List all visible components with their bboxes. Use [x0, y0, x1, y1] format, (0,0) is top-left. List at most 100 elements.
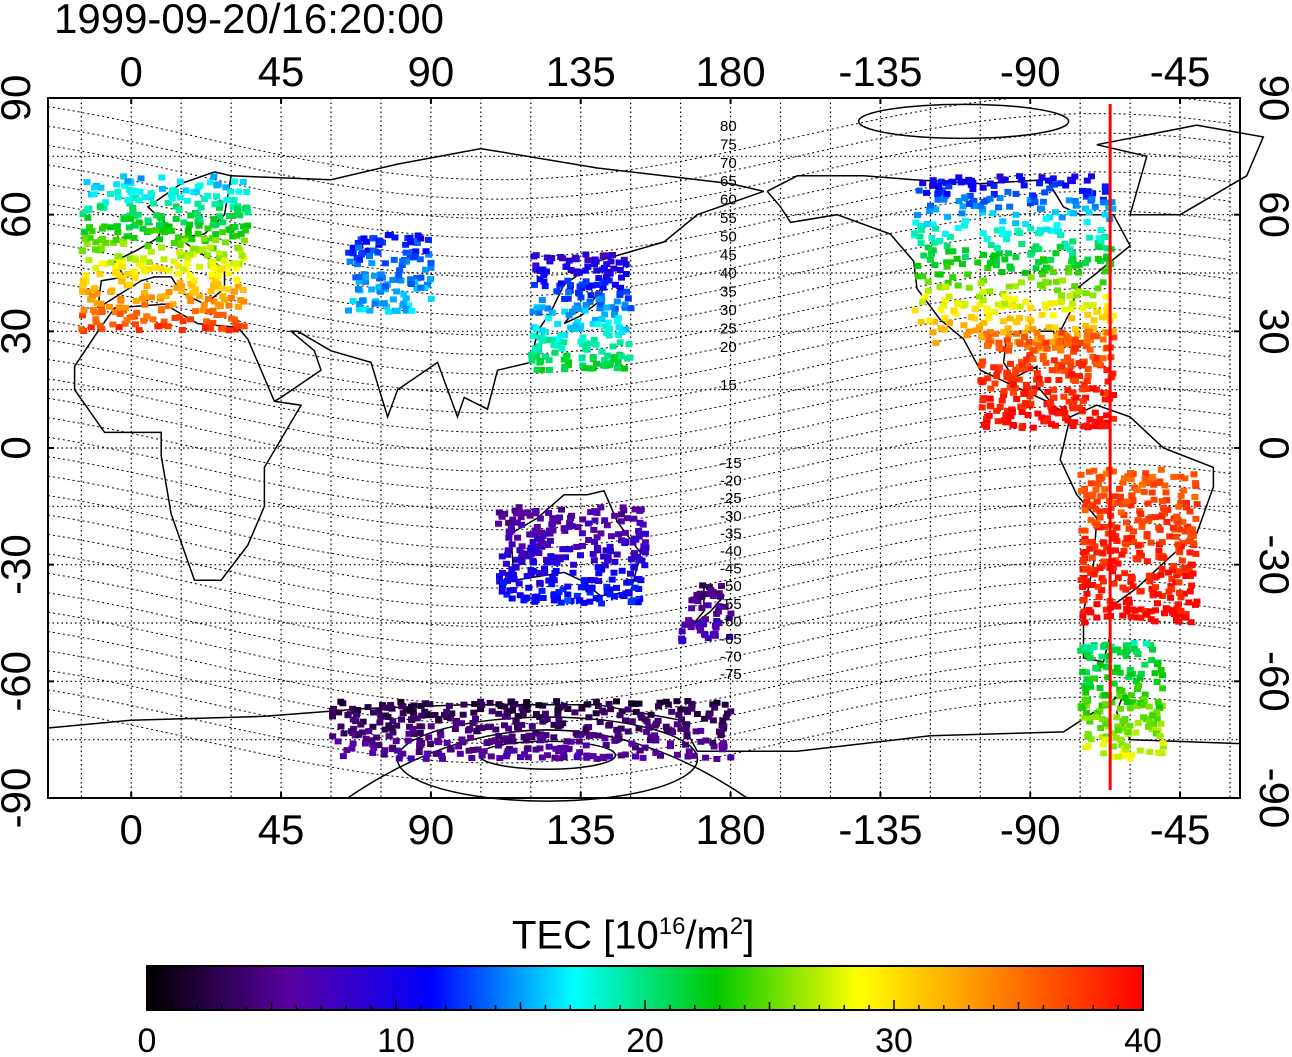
tec-pixel	[1149, 646, 1157, 653]
tec-pixel	[406, 234, 414, 241]
tec-pixel	[195, 222, 203, 229]
tec-pixel	[565, 289, 573, 296]
tec-pixel	[199, 307, 207, 314]
tec-pixel	[615, 531, 622, 538]
tec-pixel	[1157, 466, 1165, 473]
tec-pixel	[1033, 330, 1041, 336]
tec-pixel	[512, 564, 520, 571]
tec-pixel	[976, 293, 983, 300]
tec-pixel	[631, 506, 639, 513]
tec-pixel	[1037, 334, 1045, 341]
tec-pixel	[1061, 409, 1069, 416]
tec-pixel	[1151, 514, 1159, 521]
tec-pixel	[586, 598, 594, 605]
tec-pixel	[1041, 189, 1049, 196]
tec-pixel	[678, 716, 685, 723]
tec-pixel	[991, 252, 999, 259]
tec-pixel	[1181, 564, 1189, 571]
tec-pixel	[1058, 363, 1066, 370]
tec-pixel	[1100, 199, 1107, 206]
tec-pixel	[1100, 558, 1108, 565]
tec-pixel	[220, 257, 228, 264]
tec-pixel	[115, 253, 123, 260]
tec-pixel	[593, 267, 601, 274]
tec-pixel	[567, 282, 574, 289]
tec-pixel	[635, 527, 643, 534]
tec-pixel	[592, 710, 600, 717]
tec-pixel	[945, 319, 953, 326]
tec-pixel	[1122, 648, 1130, 655]
tec-pixel	[642, 530, 649, 537]
tec-pixel	[1143, 480, 1151, 486]
tec-pixel	[595, 275, 603, 282]
lon-label-bottom: 135	[546, 806, 616, 853]
tec-pixel	[682, 741, 689, 748]
tec-pixel	[589, 354, 597, 360]
tec-pixel	[529, 539, 537, 546]
tec-pixel	[1100, 389, 1108, 396]
tec-pixel	[1021, 269, 1029, 276]
tec-pixel	[501, 722, 508, 729]
tec-pixel	[216, 200, 224, 207]
tec-pixel	[983, 423, 990, 430]
tec-pixel	[1103, 389, 1111, 396]
tec-pixel	[371, 272, 378, 279]
tec-pixel	[185, 292, 193, 299]
tec-pixel	[1161, 610, 1168, 617]
tec-pixel	[1177, 499, 1185, 506]
contour-label: -65	[720, 631, 742, 648]
tec-pixel	[594, 547, 602, 554]
tec-pixel	[579, 334, 587, 341]
tec-pixel	[1084, 311, 1092, 318]
tec-pixel	[990, 182, 998, 189]
tec-pixel	[688, 700, 696, 707]
tec-pixel	[1018, 241, 1026, 247]
tec-pixel	[919, 299, 927, 306]
tec-pixel	[134, 211, 142, 218]
tec-pixel	[999, 218, 1007, 225]
tec-pixel	[349, 705, 357, 712]
tec-pixel	[958, 261, 966, 268]
tec-pixel	[1142, 611, 1150, 618]
tec-pixel	[630, 550, 638, 557]
tec-pixel	[715, 603, 723, 610]
tec-pixel	[1113, 524, 1121, 531]
tec-pixel	[1012, 211, 1020, 218]
tec-pixel	[143, 283, 151, 290]
tec-pixel	[1087, 517, 1095, 524]
tec-pixel	[966, 192, 974, 199]
tec-pixel	[374, 249, 382, 256]
tec-pixel	[647, 711, 655, 718]
tec-pixel	[1079, 386, 1087, 393]
tec-pixel	[1092, 665, 1100, 671]
tec-pixel	[230, 288, 238, 295]
tec-pixel	[532, 325, 540, 332]
tec-pixel	[133, 309, 141, 316]
tec-pixel	[1104, 329, 1112, 336]
tec-pixel	[469, 720, 477, 726]
tec-pixel	[495, 733, 503, 739]
tec-pixel	[614, 318, 621, 325]
tec-pixel	[1021, 329, 1029, 336]
tec-pixel	[568, 523, 576, 530]
tec-pixel	[112, 267, 120, 273]
tec-pixel	[562, 554, 569, 561]
tec-pixel	[548, 255, 556, 262]
tec-pixel	[541, 710, 549, 717]
tec-pixel	[362, 274, 369, 281]
tec-pixel	[577, 294, 585, 301]
tec-pixel	[1103, 307, 1111, 314]
tec-pixel	[603, 261, 611, 268]
tec-pixel	[568, 512, 576, 519]
tec-pixel	[1083, 329, 1091, 336]
tec-pixel	[682, 706, 690, 713]
tec-pixel	[995, 339, 1003, 346]
tec-pixel	[139, 225, 147, 232]
tec-pixel	[539, 718, 547, 725]
tec-pixel	[929, 182, 937, 189]
tec-pixel	[221, 239, 229, 246]
tec-pixel	[184, 227, 192, 234]
tec-pixel	[1109, 568, 1116, 575]
tec-pixel	[1143, 531, 1151, 538]
tec-pixel	[380, 704, 388, 711]
